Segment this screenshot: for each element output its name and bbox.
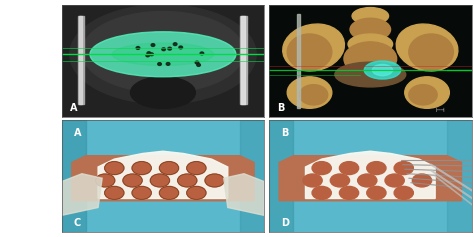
Ellipse shape (344, 42, 397, 76)
Ellipse shape (130, 77, 195, 108)
Ellipse shape (70, 5, 256, 104)
Ellipse shape (339, 186, 359, 199)
Ellipse shape (168, 47, 172, 50)
Ellipse shape (187, 186, 206, 199)
Ellipse shape (205, 174, 224, 187)
Ellipse shape (385, 174, 404, 187)
Ellipse shape (195, 61, 199, 64)
Bar (240, 120, 264, 232)
Text: A: A (70, 103, 77, 113)
Bar (240, 16, 247, 104)
Ellipse shape (197, 64, 201, 66)
Text: A: A (74, 128, 81, 137)
Polygon shape (279, 156, 462, 201)
Ellipse shape (173, 43, 177, 46)
Ellipse shape (350, 18, 391, 41)
Bar (79, 16, 82, 104)
Ellipse shape (405, 77, 449, 108)
Ellipse shape (82, 12, 244, 92)
Ellipse shape (146, 54, 149, 57)
Ellipse shape (162, 48, 165, 51)
Ellipse shape (151, 44, 155, 46)
Ellipse shape (147, 52, 151, 55)
Ellipse shape (166, 63, 170, 65)
Ellipse shape (136, 46, 140, 49)
Ellipse shape (179, 46, 182, 49)
Ellipse shape (358, 174, 377, 187)
Ellipse shape (352, 8, 389, 24)
Ellipse shape (339, 162, 359, 175)
Ellipse shape (287, 34, 332, 70)
Ellipse shape (367, 186, 386, 199)
Ellipse shape (132, 186, 151, 199)
Polygon shape (224, 174, 264, 215)
Bar (62, 120, 86, 232)
Text: B: B (277, 103, 284, 113)
Polygon shape (72, 156, 254, 201)
Polygon shape (98, 151, 228, 199)
Ellipse shape (150, 53, 154, 56)
Ellipse shape (300, 85, 328, 105)
Bar (297, 14, 301, 108)
Bar (241, 16, 245, 104)
Ellipse shape (105, 186, 124, 199)
Ellipse shape (364, 61, 401, 79)
Ellipse shape (303, 174, 322, 187)
Ellipse shape (123, 174, 142, 187)
Text: D: D (281, 218, 289, 228)
Polygon shape (62, 174, 102, 215)
Ellipse shape (283, 24, 345, 71)
Ellipse shape (159, 162, 179, 175)
Bar (447, 120, 472, 232)
Ellipse shape (187, 162, 206, 175)
Ellipse shape (90, 32, 236, 77)
Bar (269, 120, 293, 232)
Ellipse shape (312, 162, 331, 175)
Ellipse shape (158, 63, 161, 65)
Ellipse shape (150, 174, 170, 187)
Ellipse shape (412, 174, 432, 187)
Text: B: B (281, 128, 289, 137)
Polygon shape (305, 151, 435, 199)
Ellipse shape (409, 34, 454, 70)
Ellipse shape (396, 24, 458, 71)
Ellipse shape (367, 162, 386, 175)
Ellipse shape (373, 64, 392, 76)
Ellipse shape (312, 186, 331, 199)
Ellipse shape (178, 174, 197, 187)
Ellipse shape (330, 174, 349, 187)
Ellipse shape (96, 174, 115, 187)
Ellipse shape (200, 52, 204, 55)
Ellipse shape (112, 43, 214, 65)
Bar (78, 16, 84, 104)
Ellipse shape (394, 186, 413, 199)
Ellipse shape (335, 62, 406, 87)
Ellipse shape (348, 34, 392, 54)
Ellipse shape (394, 162, 413, 175)
Ellipse shape (409, 85, 437, 105)
Ellipse shape (105, 162, 124, 175)
Ellipse shape (159, 186, 179, 199)
Text: C: C (74, 218, 81, 228)
Ellipse shape (132, 162, 151, 175)
Text: ⊢⊣: ⊢⊣ (435, 108, 445, 113)
Ellipse shape (287, 77, 332, 108)
